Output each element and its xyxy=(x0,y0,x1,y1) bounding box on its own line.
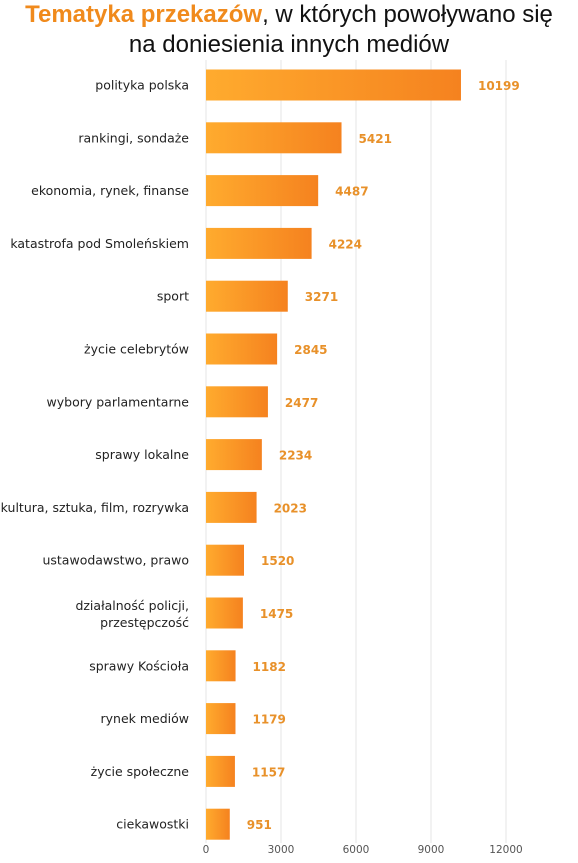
value-labels: 10199 5421 4487 4224 3271 2845 2477 2234 2023 152… xyxy=(247,79,520,832)
category-label: katastrofa pod Smoleńskiem xyxy=(10,236,189,251)
bar xyxy=(206,597,243,629)
value-label: 1179 xyxy=(252,713,285,727)
title-highlight: Tematyka przekazów xyxy=(25,1,263,28)
bar xyxy=(206,386,268,418)
value-label: 4224 xyxy=(329,237,362,251)
category-label: sprawy lokalne xyxy=(95,447,189,462)
bar xyxy=(206,491,257,523)
value-label: 2477 xyxy=(285,396,318,410)
category-label: życie społeczne xyxy=(91,764,190,779)
x-tick-label: 9000 xyxy=(418,844,445,856)
bar xyxy=(206,703,236,735)
bar xyxy=(206,69,461,101)
category-label: rynek mediów xyxy=(100,711,189,726)
category-label: polityka polska xyxy=(95,78,189,93)
category-label: ciekawostki xyxy=(116,817,189,832)
bar xyxy=(206,227,312,259)
value-label: 5421 xyxy=(359,132,392,146)
bar-chart: polityka polska rankingi, sondaże ekonomia… xyxy=(1,60,523,856)
category-label: rankingi, sondaże xyxy=(78,130,189,145)
value-label: 1157 xyxy=(252,765,285,779)
value-label: 1520 xyxy=(261,554,294,568)
category-label: sprawy Kościoła xyxy=(89,658,189,673)
title-rest: , w których powoływano się xyxy=(262,1,553,28)
category-labels: polityka polska rankingi, sondaże ekonomia… xyxy=(1,78,190,832)
title-line-1: Tematyka przekazów, w których powoływano… xyxy=(0,0,578,30)
value-label: 951 xyxy=(247,818,272,832)
bar xyxy=(206,650,236,682)
chart-title: Tematyka przekazów, w których powoływano… xyxy=(0,0,578,60)
category-label: sport xyxy=(157,289,189,304)
value-label: 10199 xyxy=(478,79,520,93)
value-label: 2845 xyxy=(294,343,327,357)
category-label: kultura, sztuka, film, rozrywka xyxy=(1,500,189,515)
value-label: 1475 xyxy=(260,607,293,621)
x-axis-ticks: 0 3000 6000 9000 12000 xyxy=(203,844,523,856)
value-label: 3271 xyxy=(305,290,338,304)
bar xyxy=(206,808,230,840)
bar xyxy=(206,122,342,154)
bar xyxy=(206,175,319,207)
category-label: wybory parlamentarne xyxy=(47,394,190,409)
value-label: 1182 xyxy=(253,660,286,674)
value-label: 4487 xyxy=(335,185,368,199)
category-label: życie celebrytów xyxy=(84,342,189,357)
bar xyxy=(206,544,244,576)
bars xyxy=(206,69,461,840)
category-label: działalność policji, przestępczość xyxy=(75,598,189,630)
bar xyxy=(206,333,278,365)
x-tick-label: 3000 xyxy=(268,844,295,856)
bar xyxy=(206,755,235,787)
bar xyxy=(206,439,262,471)
bar xyxy=(206,280,288,312)
value-label: 2234 xyxy=(279,449,312,463)
x-tick-label: 12000 xyxy=(489,844,522,856)
category-label: ustawodawstwo, prawo xyxy=(42,553,189,568)
x-tick-label: 0 xyxy=(203,844,210,856)
category-label: ekonomia, rynek, finanse xyxy=(31,183,189,198)
value-label: 2023 xyxy=(274,501,307,515)
x-tick-label: 6000 xyxy=(343,844,370,856)
title-line-2: na doniesienia innych mediów xyxy=(128,31,450,58)
